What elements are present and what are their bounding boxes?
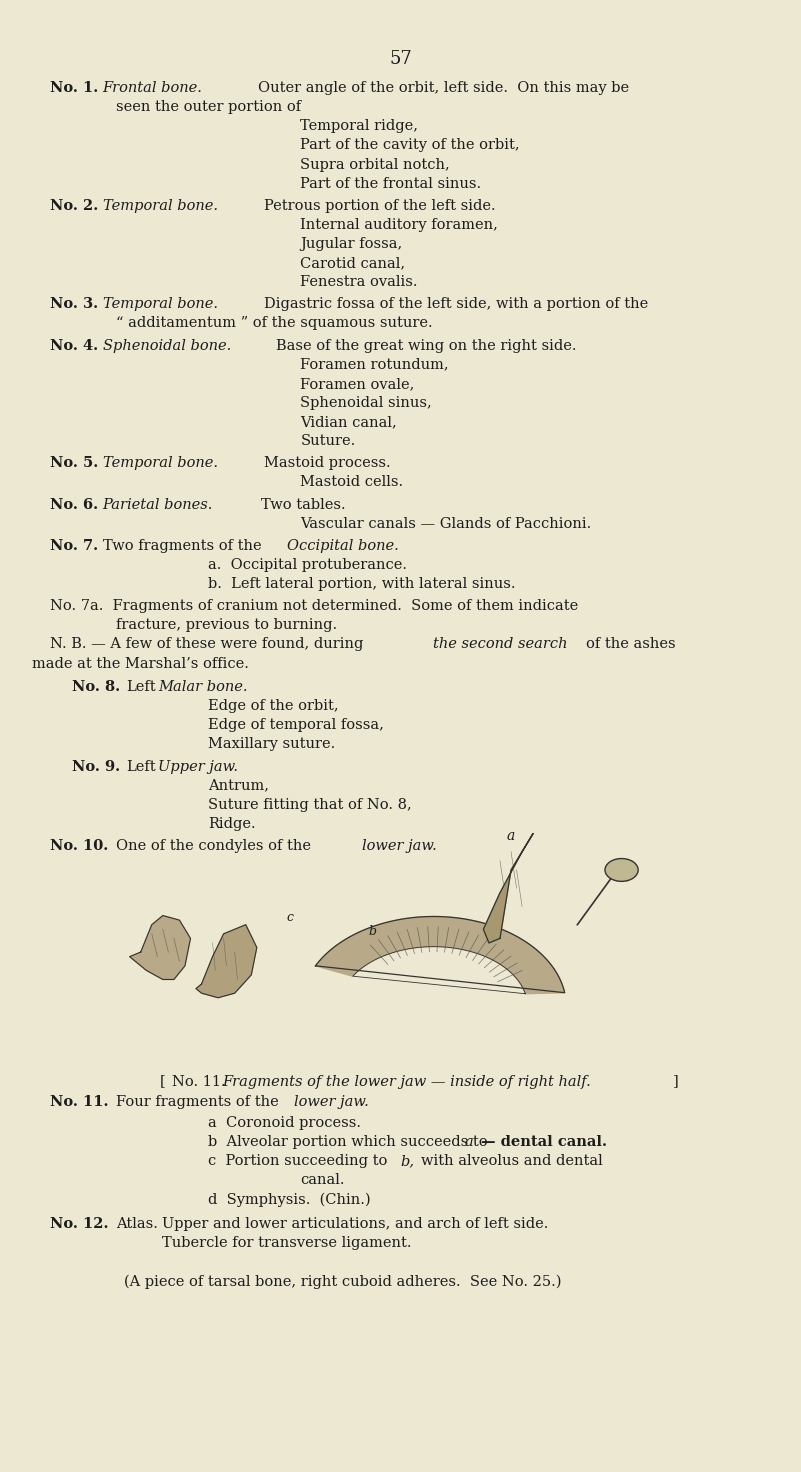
Text: Maxillary suture.: Maxillary suture.	[208, 737, 336, 752]
Text: Edge of the orbit,: Edge of the orbit,	[208, 699, 339, 714]
Text: Temporal bone.: Temporal bone.	[103, 199, 218, 213]
Text: No. 11.: No. 11.	[172, 1075, 226, 1089]
Text: Part of the frontal sinus.: Part of the frontal sinus.	[300, 177, 481, 191]
Text: b,: b,	[400, 1154, 414, 1169]
Text: Supra orbital notch,: Supra orbital notch,	[300, 158, 450, 172]
Text: Fenestra ovalis.: Fenestra ovalis.	[300, 275, 418, 290]
Text: Edge of temporal fossa,: Edge of temporal fossa,	[208, 718, 384, 733]
Text: Foramen rotundum,: Foramen rotundum,	[300, 358, 449, 372]
Text: Base of the great wing on the right side.: Base of the great wing on the right side…	[276, 339, 577, 353]
Text: Mastoid process.: Mastoid process.	[264, 456, 391, 471]
Text: a  Coronoid process.: a Coronoid process.	[208, 1116, 361, 1130]
Ellipse shape	[605, 858, 638, 882]
Text: with alveolus and dental: with alveolus and dental	[421, 1154, 602, 1169]
Text: Two tables.: Two tables.	[261, 498, 346, 512]
Text: Upper jaw.: Upper jaw.	[158, 760, 238, 774]
Text: Fragments of the lower jaw — inside of right half.: Fragments of the lower jaw — inside of r…	[223, 1075, 591, 1089]
Text: a.  Occipital protuberance.: a. Occipital protuberance.	[208, 558, 407, 573]
Polygon shape	[316, 917, 565, 994]
Text: Suture fitting that of No. 8,: Suture fitting that of No. 8,	[208, 798, 412, 813]
Text: Ridge.: Ridge.	[208, 817, 256, 832]
Text: d  Symphysis.  (Chin.): d Symphysis. (Chin.)	[208, 1192, 371, 1207]
Text: No. 11.: No. 11.	[50, 1095, 109, 1110]
Text: the second search: the second search	[433, 637, 567, 652]
Text: of the ashes: of the ashes	[586, 637, 676, 652]
Text: Occipital bone.: Occipital bone.	[287, 539, 399, 553]
Text: a: a	[507, 829, 515, 843]
Text: Sphenoidal bone.: Sphenoidal bone.	[103, 339, 231, 353]
Text: Jugular fossa,: Jugular fossa,	[300, 237, 403, 252]
Text: No. 6.: No. 6.	[50, 498, 99, 512]
Text: lower jaw.: lower jaw.	[294, 1095, 368, 1110]
Text: Left: Left	[127, 760, 156, 774]
Text: Vidian canal,: Vidian canal,	[300, 415, 397, 430]
Text: No. 9.: No. 9.	[72, 760, 120, 774]
Text: Internal auditory foramen,: Internal auditory foramen,	[300, 218, 498, 233]
Text: Temporal bone.: Temporal bone.	[103, 297, 218, 312]
Text: b: b	[369, 924, 376, 938]
Text: Petrous portion of the left side.: Petrous portion of the left side.	[264, 199, 496, 213]
Text: fracture, previous to burning.: fracture, previous to burning.	[116, 618, 337, 633]
Text: ]: ]	[673, 1075, 678, 1089]
Text: No. 7a.  Fragments of cranium not determined.  Some of them indicate: No. 7a. Fragments of cranium not determi…	[50, 599, 578, 614]
Text: 57: 57	[389, 50, 412, 68]
Text: Part of the cavity of the orbit,: Part of the cavity of the orbit,	[300, 138, 520, 153]
Text: Upper and lower articulations, and arch of left side.: Upper and lower articulations, and arch …	[162, 1217, 548, 1232]
Text: (A piece of tarsal bone, right cuboid adheres.  See No. 25.): (A piece of tarsal bone, right cuboid ad…	[124, 1275, 562, 1289]
Text: Sphenoidal sinus,: Sphenoidal sinus,	[300, 396, 432, 411]
Text: Atlas.: Atlas.	[116, 1217, 158, 1232]
Text: Carotid canal,: Carotid canal,	[300, 256, 405, 271]
Text: Frontal bone.: Frontal bone.	[103, 81, 203, 96]
Text: Outer angle of the orbit, left side.  On this may be: Outer angle of the orbit, left side. On …	[258, 81, 629, 96]
Text: Mastoid cells.: Mastoid cells.	[300, 475, 404, 490]
Text: Parietal bones.: Parietal bones.	[103, 498, 213, 512]
Text: N. B. — A few of these were found, during: N. B. — A few of these were found, durin…	[50, 637, 364, 652]
Text: No. 10.: No. 10.	[50, 839, 109, 854]
Text: No. 7.: No. 7.	[50, 539, 99, 553]
Polygon shape	[196, 924, 257, 998]
Text: Foramen ovale,: Foramen ovale,	[300, 377, 415, 392]
Text: Digastric fossa of the left side, with a portion of the: Digastric fossa of the left side, with a…	[264, 297, 649, 312]
Text: Antrum,: Antrum,	[208, 779, 269, 793]
Text: “ additamentum ” of the squamous suture.: “ additamentum ” of the squamous suture.	[116, 316, 433, 331]
Text: No. 3.: No. 3.	[50, 297, 99, 312]
Text: c  Portion succeeding to: c Portion succeeding to	[208, 1154, 388, 1169]
Polygon shape	[484, 833, 533, 944]
Text: No. 5.: No. 5.	[50, 456, 99, 471]
Text: — dental canal.: — dental canal.	[481, 1135, 606, 1150]
Text: c: c	[287, 911, 293, 924]
Text: b.  Left lateral portion, with lateral sinus.: b. Left lateral portion, with lateral si…	[208, 577, 516, 592]
Text: Vascular canals — Glands of Pacchioni.: Vascular canals — Glands of Pacchioni.	[300, 517, 592, 531]
Text: seen the outer portion of: seen the outer portion of	[116, 100, 301, 115]
Text: canal.: canal.	[300, 1173, 345, 1188]
Text: Malar bone.: Malar bone.	[158, 680, 248, 695]
Text: b  Alveolar portion which succeeds to: b Alveolar portion which succeeds to	[208, 1135, 488, 1150]
Text: No. 12.: No. 12.	[50, 1217, 109, 1232]
Text: No. 8.: No. 8.	[72, 680, 120, 695]
Text: No. 4.: No. 4.	[50, 339, 99, 353]
Text: Four fragments of the: Four fragments of the	[116, 1095, 279, 1110]
Text: Temporal bone.: Temporal bone.	[103, 456, 218, 471]
Text: Tubercle for transverse ligament.: Tubercle for transverse ligament.	[162, 1236, 411, 1251]
Text: Left: Left	[127, 680, 156, 695]
Text: One of the condyles of the: One of the condyles of the	[116, 839, 311, 854]
Text: No. 2.: No. 2.	[50, 199, 99, 213]
Text: lower jaw.: lower jaw.	[362, 839, 437, 854]
Text: made at the Marshal’s office.: made at the Marshal’s office.	[32, 657, 249, 671]
Text: Temporal ridge,: Temporal ridge,	[300, 119, 418, 134]
Text: a: a	[465, 1135, 473, 1150]
Text: [: [	[160, 1075, 166, 1089]
Polygon shape	[130, 916, 191, 979]
Text: No. 1.: No. 1.	[50, 81, 99, 96]
Text: Two fragments of the: Two fragments of the	[103, 539, 261, 553]
Text: Suture.: Suture.	[300, 434, 356, 449]
